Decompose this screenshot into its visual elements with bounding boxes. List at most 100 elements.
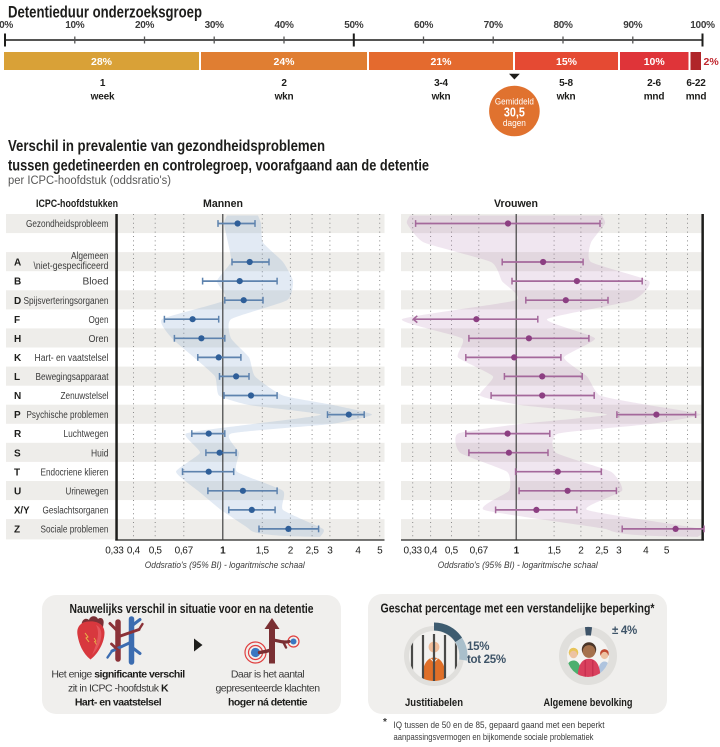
svg-text:Het enige significante verschi: Het enige significante verschil xyxy=(51,669,185,681)
svg-text:1: 1 xyxy=(514,546,520,557)
svg-text:hoger ná detentie: hoger ná detentie xyxy=(228,697,308,709)
svg-text:10%: 10% xyxy=(65,20,85,31)
svg-text:L: L xyxy=(14,372,20,383)
svg-text:0%: 0% xyxy=(0,20,13,31)
svg-text:2-6: 2-6 xyxy=(647,78,661,89)
svg-text:wkn: wkn xyxy=(556,92,576,103)
svg-text:15%: 15% xyxy=(556,56,578,68)
svg-text:T: T xyxy=(14,467,20,478)
svg-text:F: F xyxy=(14,315,20,326)
svg-text:2%: 2% xyxy=(704,56,720,68)
svg-text:90%: 90% xyxy=(623,20,643,31)
svg-text:0,33: 0,33 xyxy=(403,546,422,557)
svg-text:1,5: 1,5 xyxy=(256,546,270,557)
svg-text:Nauwelijks verschil in situati: Nauwelijks verschil in situatie voor en … xyxy=(70,601,314,616)
svg-text:X/Y: X/Y xyxy=(14,506,30,517)
svg-text:U: U xyxy=(14,486,21,497)
svg-text:Detentieduur onderzoeksgroep: Detentieduur onderzoeksgroep xyxy=(8,3,202,22)
svg-text:21%: 21% xyxy=(430,56,452,68)
svg-text:60%: 60% xyxy=(414,20,434,31)
svg-text:P: P xyxy=(14,410,21,421)
svg-text:Algemene bevolking: Algemene bevolking xyxy=(544,697,633,709)
svg-text:Gezondheidsprobleem: Gezondheidsprobleem xyxy=(26,219,109,230)
svg-text:50%: 50% xyxy=(344,20,364,31)
svg-text:24%: 24% xyxy=(273,56,295,68)
svg-text:Endocriene klieren: Endocriene klieren xyxy=(41,467,109,478)
svg-text:Zenuwstelsel: Zenuwstelsel xyxy=(61,391,109,402)
svg-text:Spijsverteringsorganen: Spijsverteringsorganen xyxy=(24,296,109,307)
svg-text:Luchtwegen: Luchtwegen xyxy=(64,429,109,440)
svg-text:\niet-gespecificeerd: \niet-gespecificeerd xyxy=(34,261,109,272)
svg-text:Ogen: Ogen xyxy=(89,315,109,326)
svg-text:Geschat percentage met een ver: Geschat percentage met een verstandelijk… xyxy=(381,601,656,616)
svg-text:week: week xyxy=(90,92,115,103)
svg-text:3-4: 3-4 xyxy=(434,78,448,89)
svg-text:1: 1 xyxy=(220,546,226,557)
svg-text:0,5: 0,5 xyxy=(149,546,163,557)
svg-text:80%: 80% xyxy=(553,20,573,31)
svg-text:Justitiabelen: Justitiabelen xyxy=(405,697,463,709)
svg-text:4: 4 xyxy=(643,546,649,557)
svg-text:*: * xyxy=(383,717,387,728)
svg-text:Oddsratio's (95% BI) - logarit: Oddsratio's (95% BI) - logaritmische sch… xyxy=(145,560,306,571)
svg-text:0,33: 0,33 xyxy=(105,546,124,557)
svg-text:0,4: 0,4 xyxy=(127,546,141,557)
svg-text:± 4%: ± 4% xyxy=(612,625,637,637)
svg-text:100%: 100% xyxy=(690,20,715,31)
svg-text:3: 3 xyxy=(327,546,333,557)
svg-text:1,5: 1,5 xyxy=(548,546,562,557)
svg-text:2,5: 2,5 xyxy=(306,546,320,557)
svg-text:ICPC-hoofdstukken: ICPC-hoofdstukken xyxy=(36,198,118,210)
svg-text:4: 4 xyxy=(355,546,361,557)
svg-text:Urinewegen: Urinewegen xyxy=(66,486,109,497)
svg-text:dagen: dagen xyxy=(503,118,526,129)
svg-text:Geslachtsorganen: Geslachtsorganen xyxy=(43,506,109,517)
svg-text:Verschil in prevalentie van ge: Verschil in prevalentie van gezondheidsp… xyxy=(8,138,325,155)
svg-text:30%: 30% xyxy=(205,20,225,31)
svg-text:B: B xyxy=(14,277,21,288)
svg-text:R: R xyxy=(14,429,22,440)
svg-text:Mannen: Mannen xyxy=(203,198,243,210)
svg-text:5-8: 5-8 xyxy=(559,78,573,89)
svg-text:0,67: 0,67 xyxy=(175,546,194,557)
svg-text:1: 1 xyxy=(100,78,106,89)
svg-text:Oddsratio's (95% BI) - logarit: Oddsratio's (95% BI) - logaritmische sch… xyxy=(438,560,599,571)
svg-text:Algemeen: Algemeen xyxy=(71,251,109,262)
svg-text:Bewegingsapparaat: Bewegingsapparaat xyxy=(36,372,109,383)
svg-text:Bloed: Bloed xyxy=(83,277,109,288)
svg-text:K: K xyxy=(14,353,22,364)
svg-text:0,4: 0,4 xyxy=(424,546,438,557)
svg-text:3: 3 xyxy=(616,546,622,557)
svg-text:Daar is het aantal: Daar is het aantal xyxy=(231,669,304,681)
svg-text:per ICPC-hoofdstuk (oddsratio': per ICPC-hoofdstuk (oddsratio's) xyxy=(8,175,171,187)
svg-text:gepresenteerde klachten: gepresenteerde klachten xyxy=(215,683,320,695)
svg-text:mnd: mnd xyxy=(644,92,665,103)
svg-text:wkn: wkn xyxy=(274,92,294,103)
svg-text:28%: 28% xyxy=(91,56,113,68)
svg-text:70%: 70% xyxy=(484,20,504,31)
svg-text:2,5: 2,5 xyxy=(595,546,609,557)
svg-text:IQ tussen de 50 en de 85, gepa: IQ tussen de 50 en de 85, gepaard gaand … xyxy=(394,720,605,731)
svg-text:N: N xyxy=(14,391,21,402)
svg-text:Sociale problemen: Sociale problemen xyxy=(41,525,109,536)
svg-text:S: S xyxy=(14,448,21,459)
svg-text:10%: 10% xyxy=(644,56,666,68)
svg-text:Gemiddeld: Gemiddeld xyxy=(495,97,534,108)
svg-text:mnd: mnd xyxy=(686,92,707,103)
svg-text:5: 5 xyxy=(377,546,383,557)
svg-text:15%: 15% xyxy=(467,641,489,653)
svg-text:0,5: 0,5 xyxy=(445,546,459,557)
svg-text:Huid: Huid xyxy=(91,448,109,459)
svg-text:20%: 20% xyxy=(135,20,155,31)
svg-text:2: 2 xyxy=(578,546,584,557)
svg-text:Psychische problemen: Psychische problemen xyxy=(27,410,109,421)
svg-text:2: 2 xyxy=(281,78,287,89)
svg-text:D: D xyxy=(14,296,21,307)
svg-text:Vrouwen: Vrouwen xyxy=(494,198,538,210)
svg-text:40%: 40% xyxy=(274,20,294,31)
svg-text:tot 25%: tot 25% xyxy=(467,654,506,666)
svg-text:5: 5 xyxy=(664,546,670,557)
svg-text:wkn: wkn xyxy=(431,92,451,103)
svg-text:A: A xyxy=(14,258,21,269)
svg-text:Hart- en vaatstelsel: Hart- en vaatstelsel xyxy=(75,697,162,709)
